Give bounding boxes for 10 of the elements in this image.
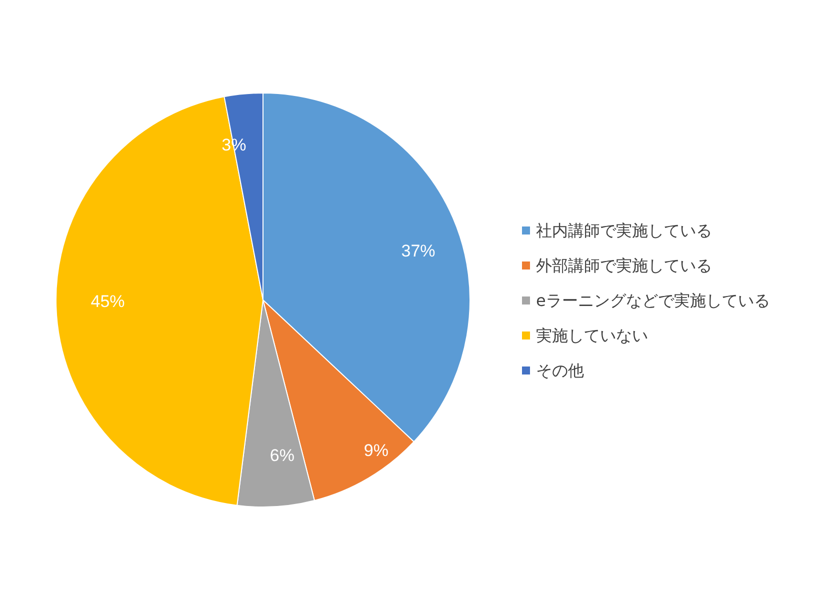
data-label: 3% <box>222 135 246 154</box>
legend-label: 社内講師で実施している <box>536 221 712 240</box>
legend-label: 実施していない <box>536 326 648 345</box>
legend-label: eラーニングなどで実施している <box>536 291 770 310</box>
data-label: 6% <box>270 446 294 465</box>
data-label: 37% <box>401 242 436 261</box>
legend-label: 外部講師で実施している <box>536 256 712 275</box>
legend-label: その他 <box>536 361 584 380</box>
data-label: 45% <box>90 292 125 312</box>
data-label: 9% <box>364 440 388 460</box>
